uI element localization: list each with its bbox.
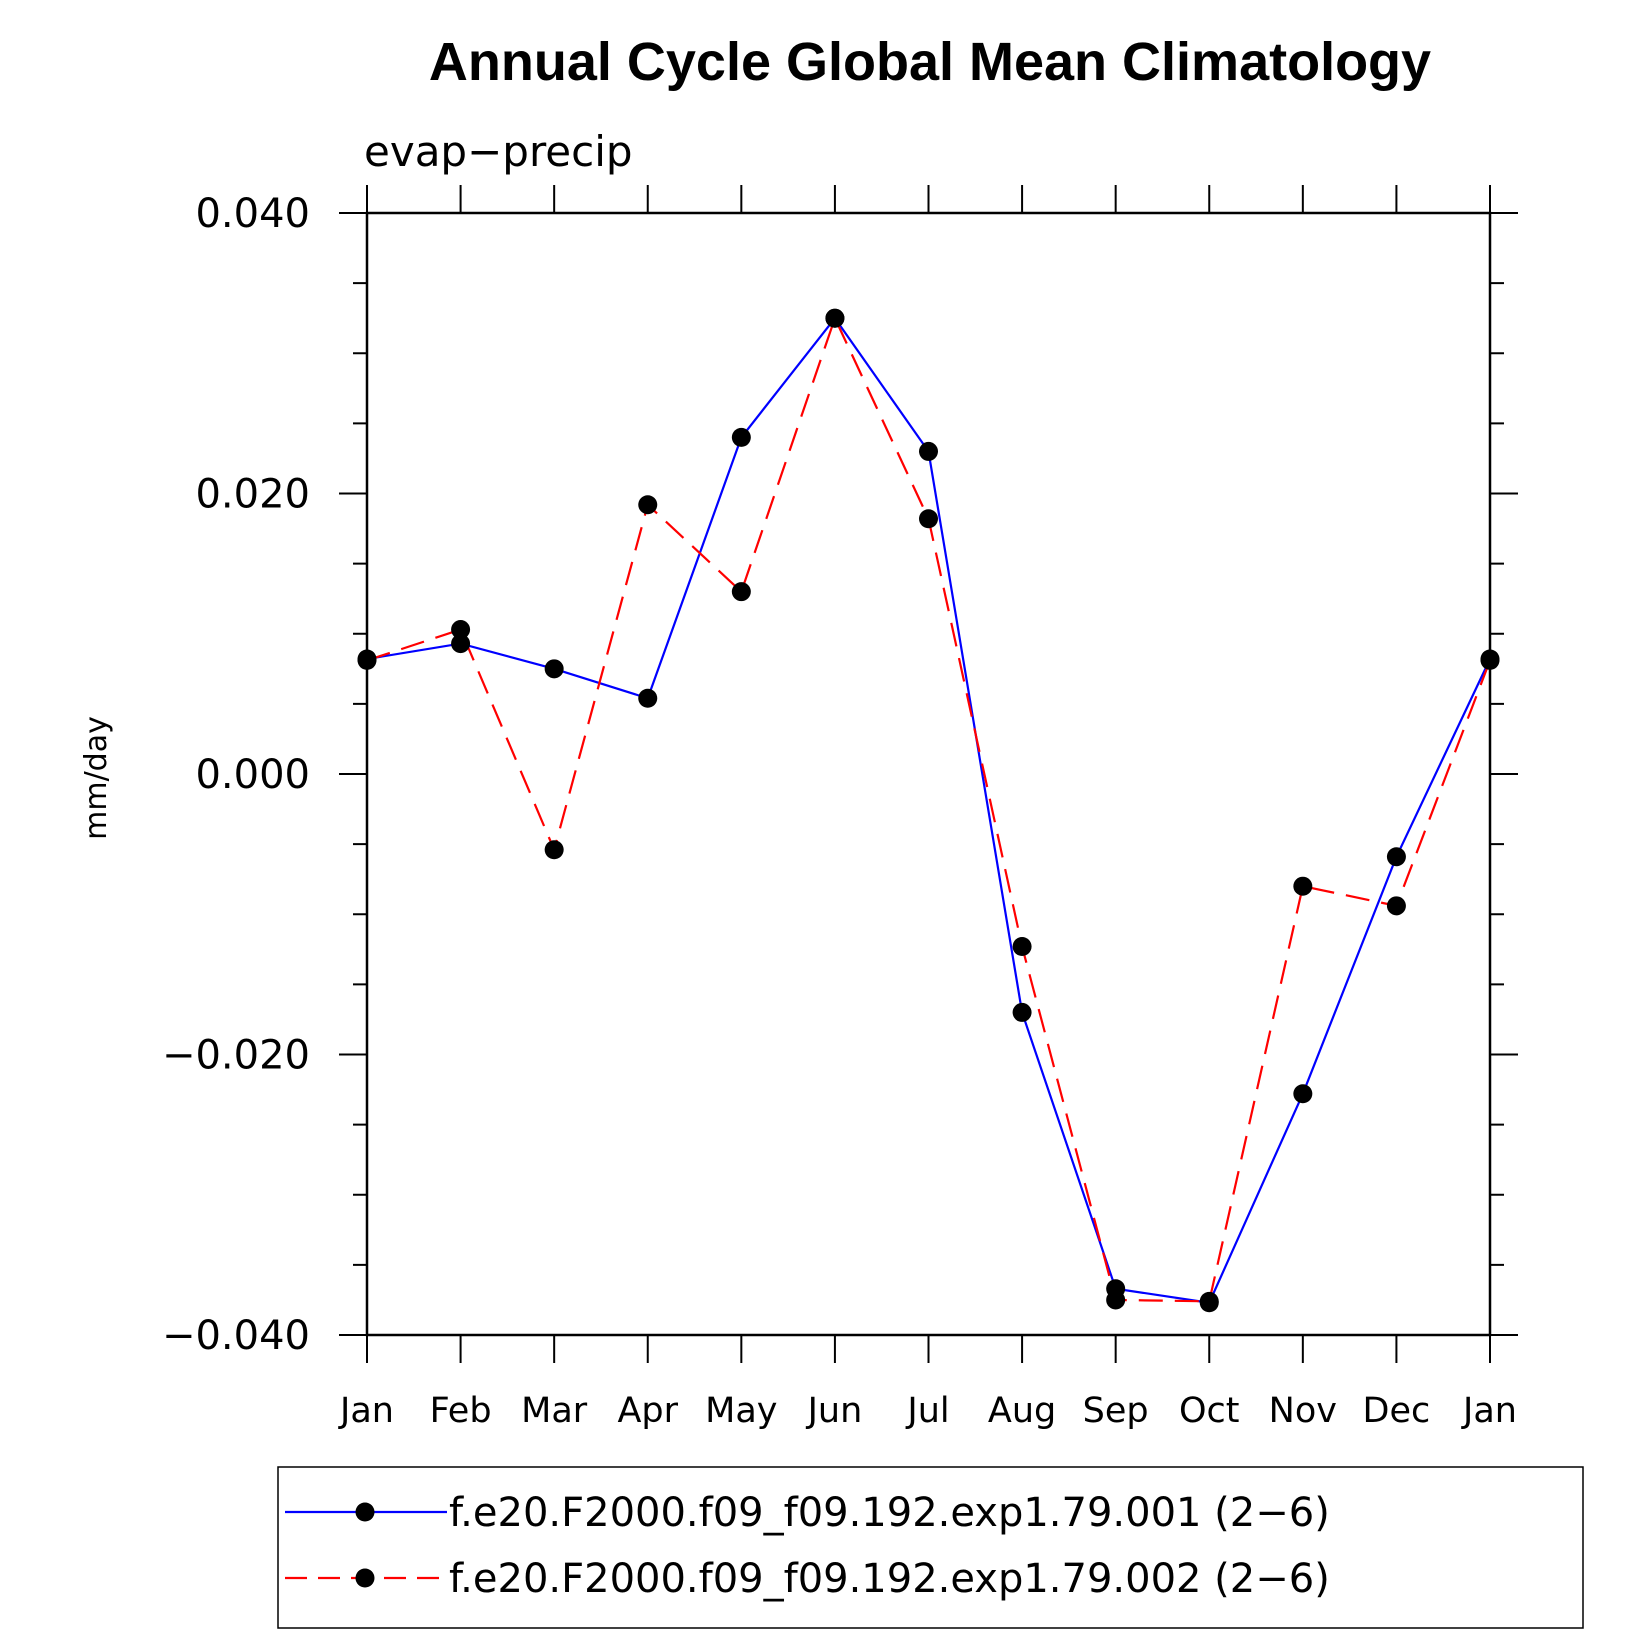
x-tick-label: Dec bbox=[1363, 1391, 1431, 1431]
data-point bbox=[919, 509, 938, 529]
data-point bbox=[1106, 1290, 1126, 1310]
chart-subtitle: evap−precip bbox=[364, 127, 633, 176]
data-point bbox=[638, 688, 658, 708]
legend-marker-1 bbox=[355, 1502, 375, 1522]
data-point bbox=[731, 427, 751, 447]
data-point bbox=[1386, 896, 1406, 916]
x-tick-label: Nov bbox=[1269, 1391, 1337, 1431]
series-layer bbox=[357, 308, 1500, 1313]
x-tick-label: Jan bbox=[1461, 1391, 1517, 1431]
x-tick-label: Mar bbox=[521, 1391, 588, 1431]
x-tick-label: May bbox=[705, 1391, 777, 1431]
data-point bbox=[544, 659, 564, 679]
data-point bbox=[1293, 876, 1313, 896]
data-point bbox=[638, 495, 658, 515]
data-point bbox=[731, 582, 751, 602]
data-point bbox=[451, 634, 471, 654]
data-point bbox=[1480, 650, 1500, 670]
plot-axes: 0.040 0.020 0.000 −0.020 −0.040 Jan Feb Mar Apr M… bbox=[162, 185, 1518, 1431]
data-point bbox=[1386, 847, 1406, 867]
legend-box bbox=[277, 1466, 1584, 1629]
x-tick-label: Feb bbox=[430, 1391, 492, 1431]
y-tick-label: −0.020 bbox=[162, 1033, 310, 1079]
y-tick-label: 0.020 bbox=[195, 472, 310, 518]
data-point bbox=[451, 620, 471, 640]
series-line-1 bbox=[366, 316, 1491, 1304]
y-axis-label: mm/day bbox=[79, 716, 114, 840]
data-point bbox=[825, 308, 845, 328]
data-point bbox=[919, 441, 938, 461]
x-tick-label: Aug bbox=[988, 1391, 1056, 1431]
x-tick-label: Oct bbox=[1179, 1391, 1240, 1431]
legend: f.e20.F2000.f09_f09.192.exp1.79.001 (2−6… bbox=[277, 1466, 1584, 1629]
data-point bbox=[1199, 1291, 1219, 1311]
data-point bbox=[357, 650, 377, 670]
x-tick-label: Jan bbox=[338, 1391, 394, 1431]
legend-label-1: f.e20.F2000.f09_f09.192.exp1.79.001 (2−6… bbox=[449, 1490, 1330, 1536]
x-tick-label: Jul bbox=[905, 1391, 949, 1431]
x-tick-label: Sep bbox=[1083, 1391, 1149, 1431]
x-tick-label: Jun bbox=[806, 1391, 863, 1431]
legend-label-2: f.e20.F2000.f09_f09.192.exp1.79.002 (2−6… bbox=[449, 1556, 1330, 1602]
data-point bbox=[544, 840, 564, 860]
y-tick-label: 0.040 bbox=[195, 191, 310, 237]
y-tick-label: −0.040 bbox=[162, 1313, 310, 1359]
legend-marker-2 bbox=[355, 1568, 375, 1588]
series-line-2 bbox=[366, 315, 1492, 1303]
data-point bbox=[1012, 1002, 1032, 1022]
x-tick-label: Apr bbox=[617, 1391, 678, 1431]
data-point bbox=[1012, 937, 1032, 957]
y-tick-label: 0.000 bbox=[195, 752, 310, 798]
data-point bbox=[1293, 1084, 1313, 1104]
chart-title: Annual Cycle Global Mean Climatology bbox=[429, 32, 1431, 92]
plot-frame bbox=[365, 211, 1492, 1337]
